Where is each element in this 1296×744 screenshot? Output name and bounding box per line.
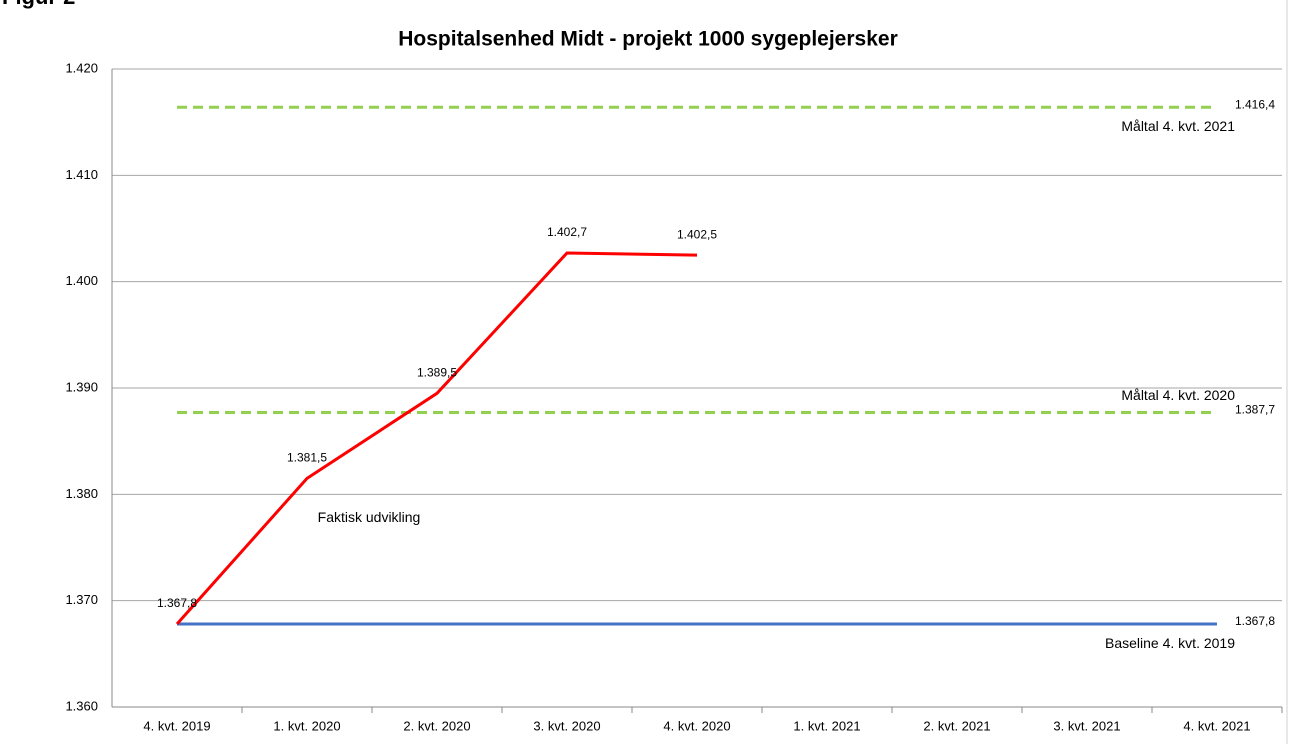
y-tick-label: 1.370 [65,592,98,607]
figure-label: Figur 2 [2,0,75,9]
x-tick-label: 3. kvt. 2020 [533,718,600,733]
data-label: 1.367,8 [1235,614,1275,628]
chart-title: Hospitalsenhed Midt - projekt 1000 sygep… [398,28,898,51]
x-tick-label: 4. kvt. 2021 [1183,718,1250,733]
series-label: Baseline 4. kvt. 2019 [1105,635,1235,651]
data-label: 1.402,5 [677,227,717,241]
x-tick-label: 4. kvt. 2019 [143,718,210,733]
x-tick-label: 1. kvt. 2021 [793,718,860,733]
x-tick-label: 2. kvt. 2020 [403,718,470,733]
y-tick-label: 1.420 [65,60,98,75]
data-label: 1.381,5 [287,451,327,465]
data-label: 1.367,8 [157,596,197,610]
y-tick-label: 1.390 [65,379,98,394]
y-tick-label: 1.380 [65,486,98,501]
data-label: 1.416,4 [1235,97,1275,111]
y-tick-label: 1.400 [65,273,98,288]
series-line [175,251,698,626]
x-tick-label: 1. kvt. 2020 [273,718,340,733]
series-label: Måltal 4. kvt. 2020 [1121,387,1235,403]
y-tick-label: 1.360 [65,698,98,713]
data-label: 1.402,7 [547,225,587,239]
x-tick-label: 4. kvt. 2020 [663,718,730,733]
series-label: Faktisk udvikling [318,509,421,525]
x-tick-label: 2. kvt. 2021 [923,718,990,733]
y-tick-label: 1.410 [65,167,98,182]
data-label: 1.387,7 [1235,403,1275,417]
x-tick-label: 3. kvt. 2021 [1053,718,1120,733]
series-label: Måltal 4. kvt. 2021 [1121,118,1235,134]
data-label: 1.389,5 [417,365,457,379]
